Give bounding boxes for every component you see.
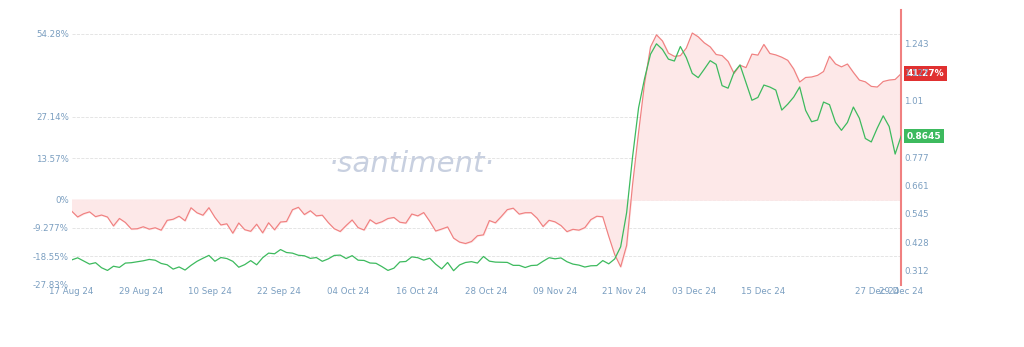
Text: 41.27%: 41.27% xyxy=(906,69,944,78)
Text: ·santiment·: ·santiment· xyxy=(329,150,495,178)
Text: 0.8645: 0.8645 xyxy=(906,132,941,141)
